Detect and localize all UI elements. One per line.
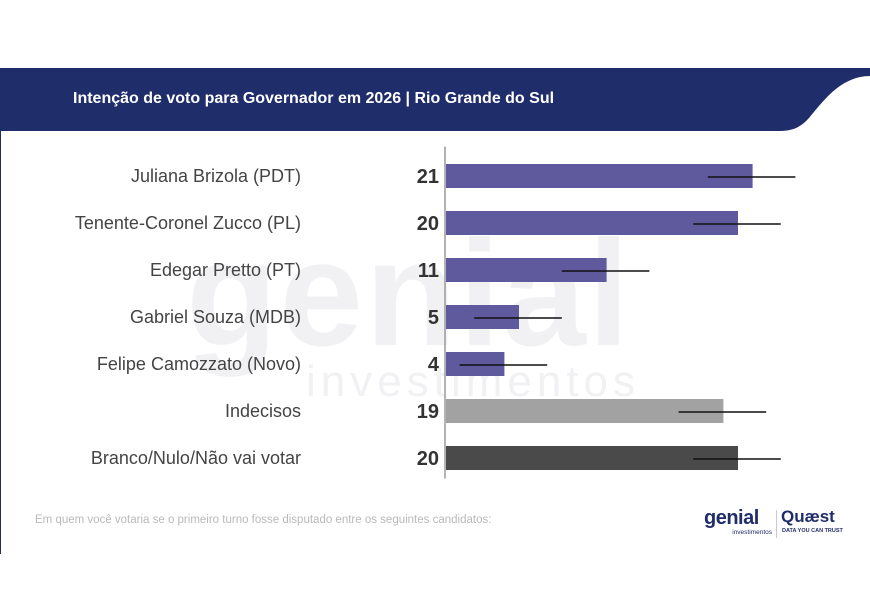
header-band (1, 68, 870, 131)
value-label: 20 (417, 448, 439, 470)
value-label: 19 (417, 401, 439, 423)
value-label: 20 (417, 213, 439, 235)
logo-divider (776, 510, 777, 538)
chart-title: Intenção de voto para Governador em 2026… (73, 90, 555, 107)
bar (446, 164, 753, 188)
quaest-logo: Quæst DATA YOU CAN TRUST (781, 508, 851, 540)
category-label: Edegar Pretto (PT) (150, 260, 301, 280)
value-label: 21 (417, 166, 439, 188)
category-label: Indecisos (225, 401, 301, 421)
footnote: Em quem você votaria se o primeiro turno… (35, 514, 492, 526)
bar (446, 305, 519, 329)
genial-logo-word: genial (704, 507, 759, 529)
quaest-logo-word: Quæst (781, 507, 835, 526)
bar (446, 399, 724, 423)
quaest-logo-sub: DATA YOU CAN TRUST (782, 528, 843, 534)
watermark-logo-text: genial (186, 209, 632, 377)
category-label: Gabriel Souza (MDB) (130, 307, 301, 327)
category-label: Juliana Brizola (PDT) (131, 166, 301, 186)
bar (446, 211, 738, 235)
bar-chart: Juliana Brizola (PDT) 21 Tenente-Coronel Z… (75, 146, 796, 479)
category-label: Tenente-Coronel Zucco (PL) (75, 213, 301, 233)
header-band-shape (1, 68, 870, 131)
value-label: 4 (428, 354, 440, 376)
value-label: 11 (418, 260, 439, 282)
slide: Intenção de voto para Governador em 2026… (0, 68, 870, 554)
category-label: Branco/Nulo/Não vai votar (91, 448, 301, 468)
bar (446, 352, 505, 376)
genial-logo-sub: investimentos (732, 529, 772, 536)
category-label: Felipe Camozzato (Novo) (97, 354, 301, 374)
value-label: 5 (428, 307, 439, 329)
genial-logo: genial investimentos (704, 508, 774, 540)
bar (446, 446, 738, 470)
bar (446, 258, 607, 282)
